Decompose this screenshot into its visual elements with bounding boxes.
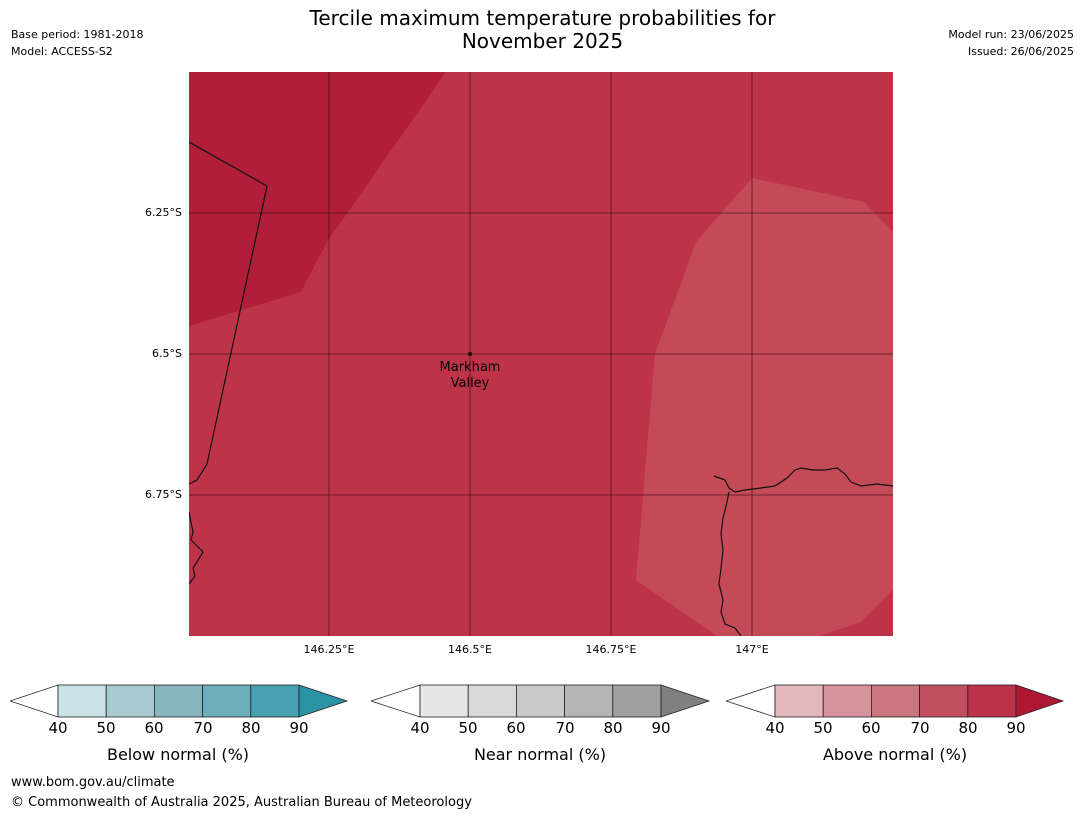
cb-below-tick: 80	[241, 719, 261, 737]
cb-below-tick: 50	[96, 719, 116, 737]
model-run: Model run: 23/06/2025	[948, 28, 1074, 41]
graticule	[189, 72, 893, 636]
cb-above-tick: 50	[813, 719, 833, 737]
cb-above-seg	[870, 684, 920, 718]
cb-below-seg	[57, 684, 107, 718]
lon-label-146-25: 146.25°E	[303, 643, 355, 656]
lat-label-6-5: 6.5°S	[152, 347, 182, 360]
meta-right: Model run: 23/06/2025 Issued: 26/06/2025	[948, 26, 1074, 60]
cb-below-seg	[250, 684, 300, 718]
place-name-1: Markham	[439, 360, 501, 375]
cb-above-under	[726, 684, 776, 718]
footer-copyright: © Commonwealth of Australia 2025, Austra…	[11, 795, 472, 810]
colorbar-below	[10, 684, 349, 718]
lon-label-146-75: 146.75°E	[585, 643, 637, 656]
cb-near-seg	[515, 684, 565, 718]
model-name: Model: ACCESS-S2	[11, 45, 113, 58]
cb-near-seg	[612, 684, 662, 718]
cb-above-seg	[919, 684, 969, 718]
coastline-west	[189, 511, 204, 585]
cb-above-tick: 70	[910, 719, 930, 737]
issued-date: Issued: 26/06/2025	[967, 45, 1074, 58]
map-title: Tercile maximum temperature probabilitie…	[0, 7, 1085, 53]
cb-below-seg	[202, 684, 252, 718]
zone-dark	[189, 72, 446, 326]
lat-label-6-25: 6.25°S	[145, 206, 182, 219]
zone-light	[636, 178, 893, 636]
cb-above-tick: 40	[765, 719, 785, 737]
place-label: Markham Valley	[410, 360, 530, 392]
cb-near-over	[660, 684, 711, 718]
cb-near-seg	[564, 684, 614, 718]
coastline-east	[713, 467, 893, 493]
cb-above-seg	[822, 684, 872, 718]
cb-below-tick: 70	[193, 719, 213, 737]
cb-near-tick: 40	[410, 719, 430, 737]
title-line-1: Tercile maximum temperature probabilitie…	[309, 6, 776, 30]
cb-near-label: Near normal (%)	[473, 745, 607, 764]
place-marker	[468, 352, 472, 356]
cb-near-seg	[419, 684, 469, 718]
cb-above-tick: 60	[861, 719, 881, 737]
cb-near-tick: 90	[651, 719, 671, 737]
cb-above-over	[1015, 684, 1065, 718]
cb-above-seg	[774, 684, 824, 718]
cb-above-seg	[967, 684, 1017, 718]
cb-near-under	[371, 684, 421, 718]
title-line-2: November 2025	[461, 29, 624, 53]
cb-below-seg	[105, 684, 155, 718]
place-name-2: Valley	[450, 376, 490, 391]
cb-above-tick: 90	[1006, 719, 1026, 737]
cb-below-over	[298, 684, 349, 718]
lon-label-146-5: 146.5°E	[448, 643, 492, 656]
cb-below-under	[10, 684, 59, 718]
cb-above-label: Above normal (%)	[822, 745, 968, 764]
boundaries	[189, 141, 893, 636]
colorbar-near	[371, 684, 711, 718]
cb-near-tick: 70	[555, 719, 575, 737]
cb-below-tick: 90	[289, 719, 309, 737]
cb-below-seg	[153, 684, 203, 718]
coastline-peninsula	[718, 491, 742, 636]
cb-below-tick: 40	[48, 719, 68, 737]
footer-url: www.bom.gov.au/climate	[11, 775, 175, 790]
cb-below-tick: 60	[144, 719, 164, 737]
border-line	[189, 141, 268, 485]
cb-above-tick: 80	[958, 719, 978, 737]
cb-near-seg	[467, 684, 517, 718]
cb-below-label: Below normal (%)	[106, 745, 250, 764]
lat-label-6-75: 6.75°S	[145, 488, 182, 501]
lon-label-147: 147°E	[735, 643, 769, 656]
probability-map	[189, 72, 893, 636]
cb-near-tick: 60	[506, 719, 526, 737]
base-period: Base period: 1981-2018	[11, 28, 144, 41]
cb-near-tick: 50	[458, 719, 478, 737]
colorbar-above	[726, 684, 1065, 718]
meta-left: Base period: 1981-2018 Model: ACCESS-S2	[11, 26, 143, 60]
cb-near-tick: 80	[603, 719, 623, 737]
